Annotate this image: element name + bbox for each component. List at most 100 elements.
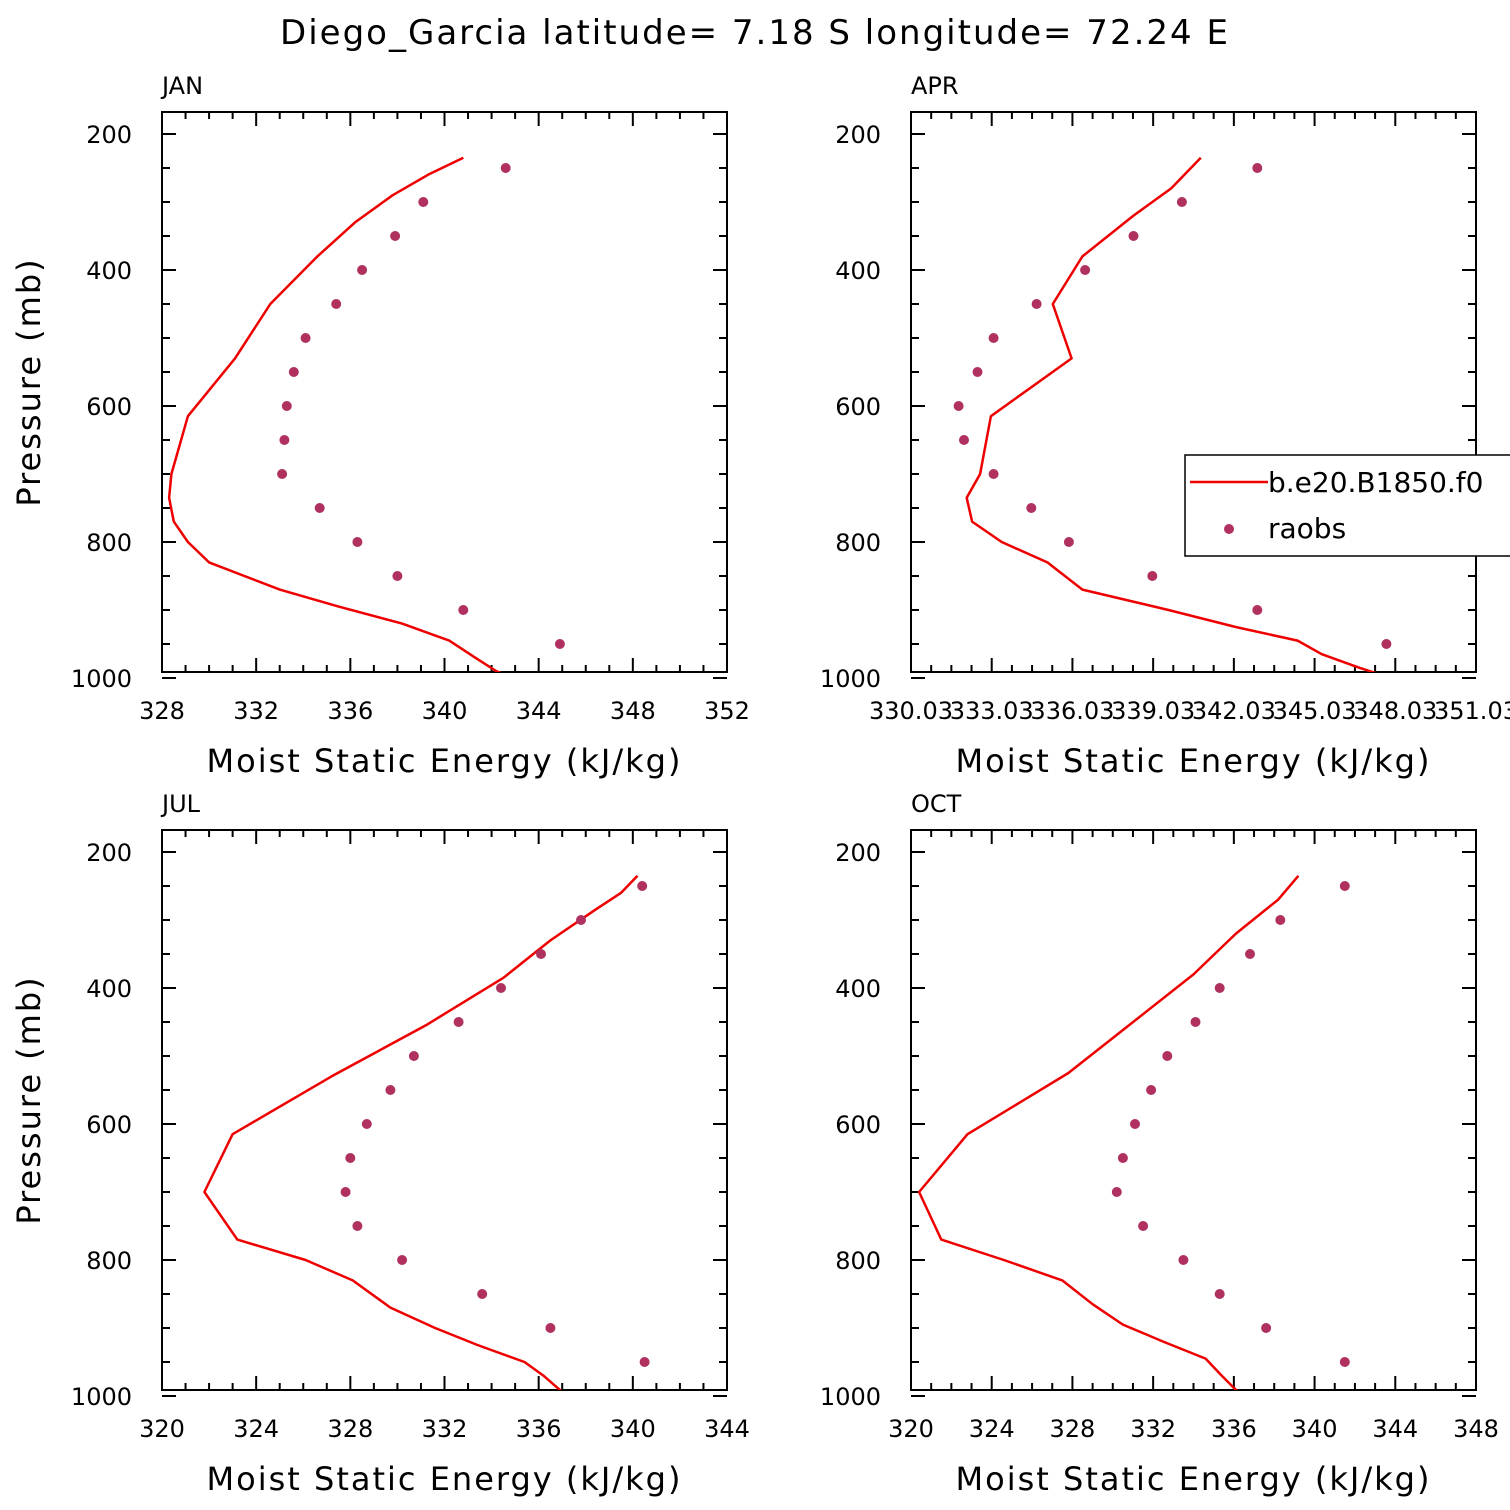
- y-tick-label: 800: [835, 529, 881, 557]
- obs-point: [279, 435, 290, 445]
- x-tick-label: 351.03: [1434, 697, 1510, 725]
- obs-point: [458, 605, 469, 615]
- y-tick-label: 400: [86, 257, 132, 285]
- obs-point: [408, 1051, 419, 1061]
- y-axis-label: Pressure (mb): [10, 975, 48, 1224]
- obs-point: [281, 401, 292, 411]
- x-tick-label: 348: [610, 697, 656, 725]
- obs-point: [1162, 1051, 1173, 1061]
- plot-frame: [161, 111, 728, 673]
- x-tick-label: 340: [422, 697, 468, 725]
- obs-point: [361, 1119, 372, 1129]
- obs-point: [314, 503, 325, 513]
- y-tick-label: 600: [835, 393, 881, 421]
- obs-point: [300, 333, 311, 343]
- obs-point: [1146, 1085, 1157, 1095]
- obs-point: [288, 367, 299, 377]
- model-line: [917, 874, 1300, 1390]
- obs-point: [554, 639, 565, 649]
- y-axis-label: Pressure (mb): [10, 257, 48, 506]
- x-tick-label: 340: [1292, 1415, 1338, 1443]
- x-tick-label: 340: [610, 1415, 656, 1443]
- x-tick-label: 345.03: [1273, 697, 1357, 725]
- obs-point: [988, 469, 999, 479]
- obs-point: [701, 1391, 711, 1401]
- obs-point: [639, 1357, 650, 1367]
- model-line: [965, 156, 1377, 672]
- obs-point: [1245, 949, 1255, 959]
- obs-point: [988, 333, 999, 343]
- legend-box: [1184, 454, 1510, 557]
- obs-point: [500, 163, 511, 173]
- obs-point: [1190, 1017, 1201, 1027]
- y-tick-label: 1000: [820, 1383, 881, 1411]
- legend: b.e20.B1850.f0 raobs: [1184, 454, 1510, 557]
- x-tick-label: 348.03: [1353, 697, 1437, 725]
- y-tick-label: 800: [835, 1247, 881, 1275]
- panel-label: JAN: [160, 72, 203, 100]
- x-tick-label: 348: [1453, 1415, 1499, 1443]
- obs-point: [1261, 1323, 1272, 1333]
- x-tick-label: 344: [704, 1415, 750, 1443]
- x-tick-label: 336.03: [1030, 697, 1114, 725]
- obs-point: [1138, 1221, 1149, 1231]
- y-tick-label: 400: [835, 975, 881, 1003]
- obs-point: [1214, 983, 1225, 993]
- obs-point: [953, 401, 964, 411]
- obs-point: [1026, 503, 1037, 513]
- y-tick-label: 800: [86, 529, 132, 557]
- x-tick-label: 344: [516, 697, 562, 725]
- panel-label: JUL: [160, 790, 201, 818]
- obs-point: [1252, 163, 1263, 173]
- plot-frame: [910, 111, 1477, 673]
- plot-frame: [910, 829, 1477, 1391]
- model-line: [203, 874, 639, 1390]
- x-tick-label: 320: [888, 1415, 934, 1443]
- x-tick-label: 336: [327, 697, 373, 725]
- obs-point: [1063, 537, 1074, 547]
- obs-point: [345, 1153, 356, 1163]
- obs-point: [1128, 231, 1139, 241]
- obs-point: [1130, 1119, 1140, 1129]
- panel-label: OCT: [911, 790, 962, 818]
- obs-point: [352, 1221, 363, 1231]
- x-tick-label: 328: [327, 1415, 373, 1443]
- legend-obs-swatch: [1224, 524, 1234, 534]
- y-tick-label: 1000: [71, 665, 132, 693]
- obs-point: [1031, 299, 1042, 309]
- obs-point: [1252, 605, 1263, 615]
- obs-point: [1214, 1289, 1225, 1299]
- x-tick-label: 324: [233, 1415, 279, 1443]
- y-tick-label: 1000: [71, 1383, 132, 1411]
- model-line: [167, 156, 502, 672]
- x-axis-label: Moist Static Energy (kJ/kg): [207, 1460, 683, 1498]
- obs-point: [633, 673, 643, 683]
- panel-apr: APR 200 400 600 800 1000 330.03333.03336.03339…: [820, 72, 1510, 780]
- y-tick-label: 1000: [820, 665, 881, 693]
- x-tick-label: 324: [969, 1415, 1015, 1443]
- x-tick-label: 336: [516, 1415, 562, 1443]
- x-axis-label: Moist Static Energy (kJ/kg): [956, 742, 1432, 780]
- obs-point: [1400, 1391, 1410, 1401]
- y-tick-label: 400: [86, 975, 132, 1003]
- obs-point: [453, 1017, 464, 1027]
- x-tick-label: 320: [139, 1415, 185, 1443]
- y-tick-label: 200: [835, 839, 881, 867]
- legend-obs-label: raobs: [1268, 512, 1346, 545]
- figure-title: Diego_Garcia latitude= 7.18 S longitude=…: [280, 13, 1230, 53]
- y-tick-label: 200: [86, 121, 132, 149]
- plot-area: [953, 156, 1392, 672]
- obs-point: [959, 435, 969, 445]
- obs-point: [576, 915, 586, 925]
- obs-point: [536, 949, 546, 959]
- obs-point: [397, 1255, 408, 1265]
- x-axis-label: Moist Static Energy (kJ/kg): [207, 742, 683, 780]
- y-tick-label: 800: [86, 1247, 132, 1275]
- obs-point: [340, 1187, 351, 1197]
- y-tick-label: 600: [86, 393, 132, 421]
- x-tick-label: 336: [1211, 1415, 1257, 1443]
- plot-frame: [161, 829, 728, 1391]
